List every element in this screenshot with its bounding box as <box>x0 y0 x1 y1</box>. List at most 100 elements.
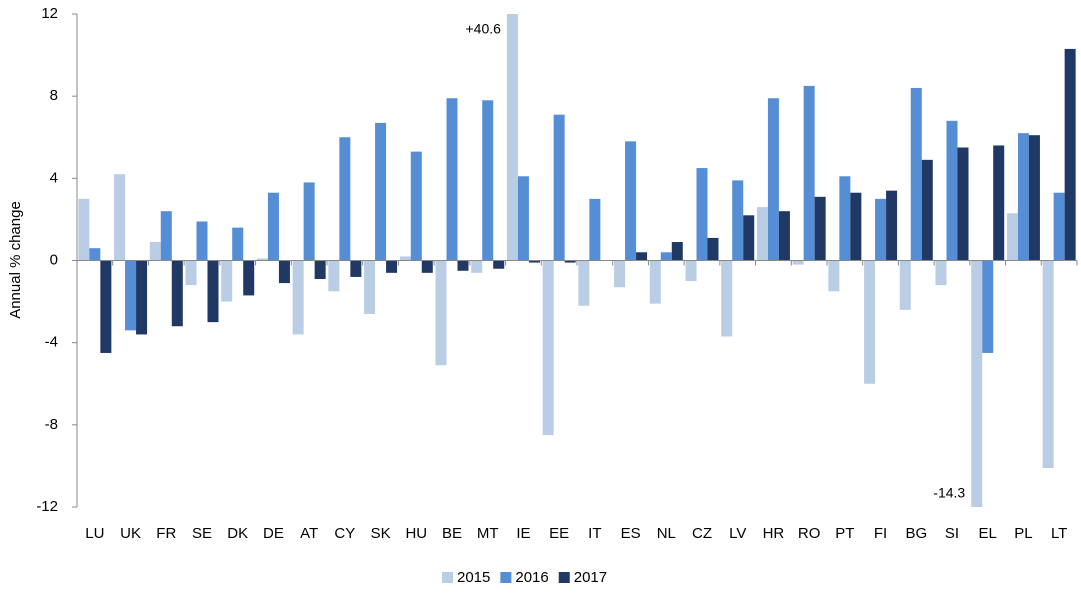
bar <box>256 258 268 261</box>
plot-area <box>78 14 1076 507</box>
bar <box>850 192 862 261</box>
bar <box>957 147 969 261</box>
bar <box>814 196 826 261</box>
bar <box>78 198 90 261</box>
bar <box>971 260 983 507</box>
bar <box>839 176 851 261</box>
bar <box>578 260 590 306</box>
bar <box>767 98 779 261</box>
y-tick-label: 12 <box>41 5 58 22</box>
bar <box>685 260 697 282</box>
bar <box>660 252 672 261</box>
bar <box>707 237 719 261</box>
bar <box>136 260 148 335</box>
bar <box>564 260 576 263</box>
bar <box>506 14 518 261</box>
bar <box>292 260 304 335</box>
x-tick-label: IT <box>588 525 601 542</box>
bar <box>471 260 483 273</box>
bar <box>114 174 126 261</box>
x-tick-label: PT <box>835 525 854 542</box>
bar <box>314 260 326 279</box>
x-tick-label: MT <box>477 525 499 542</box>
bar <box>243 260 255 296</box>
bar <box>328 260 340 292</box>
legend-swatch <box>558 572 570 583</box>
x-tick-label: FI <box>874 525 887 542</box>
bar <box>446 98 458 261</box>
bar <box>350 260 362 277</box>
bar <box>553 114 565 261</box>
bar <box>435 260 447 366</box>
x-tick-label: CY <box>334 525 355 542</box>
y-tick-label: 8 <box>50 87 58 104</box>
bar <box>493 260 505 269</box>
bar <box>207 260 219 323</box>
bar <box>828 260 840 292</box>
bar <box>1053 192 1065 261</box>
bar <box>778 211 790 261</box>
x-tick-label: HR <box>763 525 785 542</box>
bar <box>1042 260 1054 468</box>
bar <box>636 252 648 261</box>
y-tick-label: -12 <box>36 498 58 515</box>
x-tick-label: LT <box>1051 525 1067 542</box>
legend-label: 2016 <box>515 569 548 586</box>
y-tick-label: 4 <box>50 169 58 186</box>
bar <box>1028 135 1040 261</box>
x-tick-label: PL <box>1014 525 1032 542</box>
bar <box>160 211 172 261</box>
bar <box>149 242 161 261</box>
x-tick-label: UK <box>120 525 141 542</box>
bar <box>886 190 898 261</box>
bar <box>721 260 733 337</box>
bar <box>303 182 315 261</box>
bar <box>482 100 494 261</box>
bar <box>232 227 244 261</box>
bar <box>732 180 744 261</box>
bar <box>267 192 279 261</box>
bar <box>221 260 233 302</box>
y-tick-label: -4 <box>45 334 58 351</box>
x-tick-label: AT <box>300 525 318 542</box>
x-tick-label: FR <box>156 525 176 542</box>
x-tick-label: DK <box>227 525 248 542</box>
bar <box>364 260 376 314</box>
y-tick-label: 0 <box>50 251 58 268</box>
y-axis-title: Annual % change <box>7 201 24 319</box>
bar <box>457 260 469 271</box>
bar <box>399 256 411 261</box>
x-tick-label: LU <box>85 525 104 542</box>
bar <box>803 85 815 261</box>
x-tick-label: SI <box>945 525 959 542</box>
bar <box>1017 133 1029 261</box>
bar <box>875 198 887 261</box>
annotation: -14.3 <box>933 485 965 501</box>
legend-swatch <box>442 572 453 583</box>
x-tick-label: NL <box>657 525 676 542</box>
bar <box>982 260 994 353</box>
bar <box>614 260 626 288</box>
bar <box>625 141 637 261</box>
bar <box>756 207 768 261</box>
bar <box>171 260 183 327</box>
bar <box>421 260 433 273</box>
x-tick-label: EE <box>549 525 569 542</box>
x-tick-label: EL <box>979 525 997 542</box>
bar <box>743 215 755 261</box>
bar <box>185 260 197 286</box>
bar <box>375 122 387 261</box>
bar <box>517 176 529 261</box>
bar <box>649 260 661 304</box>
bar <box>864 260 876 384</box>
bar <box>946 120 958 261</box>
bar <box>100 260 112 353</box>
bar <box>278 260 290 284</box>
x-tick-label: HU <box>405 525 427 542</box>
x-tick-label: LV <box>729 525 746 542</box>
x-tick-label: SE <box>192 525 212 542</box>
bar <box>89 248 101 261</box>
bar <box>196 221 208 261</box>
bar <box>935 260 947 286</box>
